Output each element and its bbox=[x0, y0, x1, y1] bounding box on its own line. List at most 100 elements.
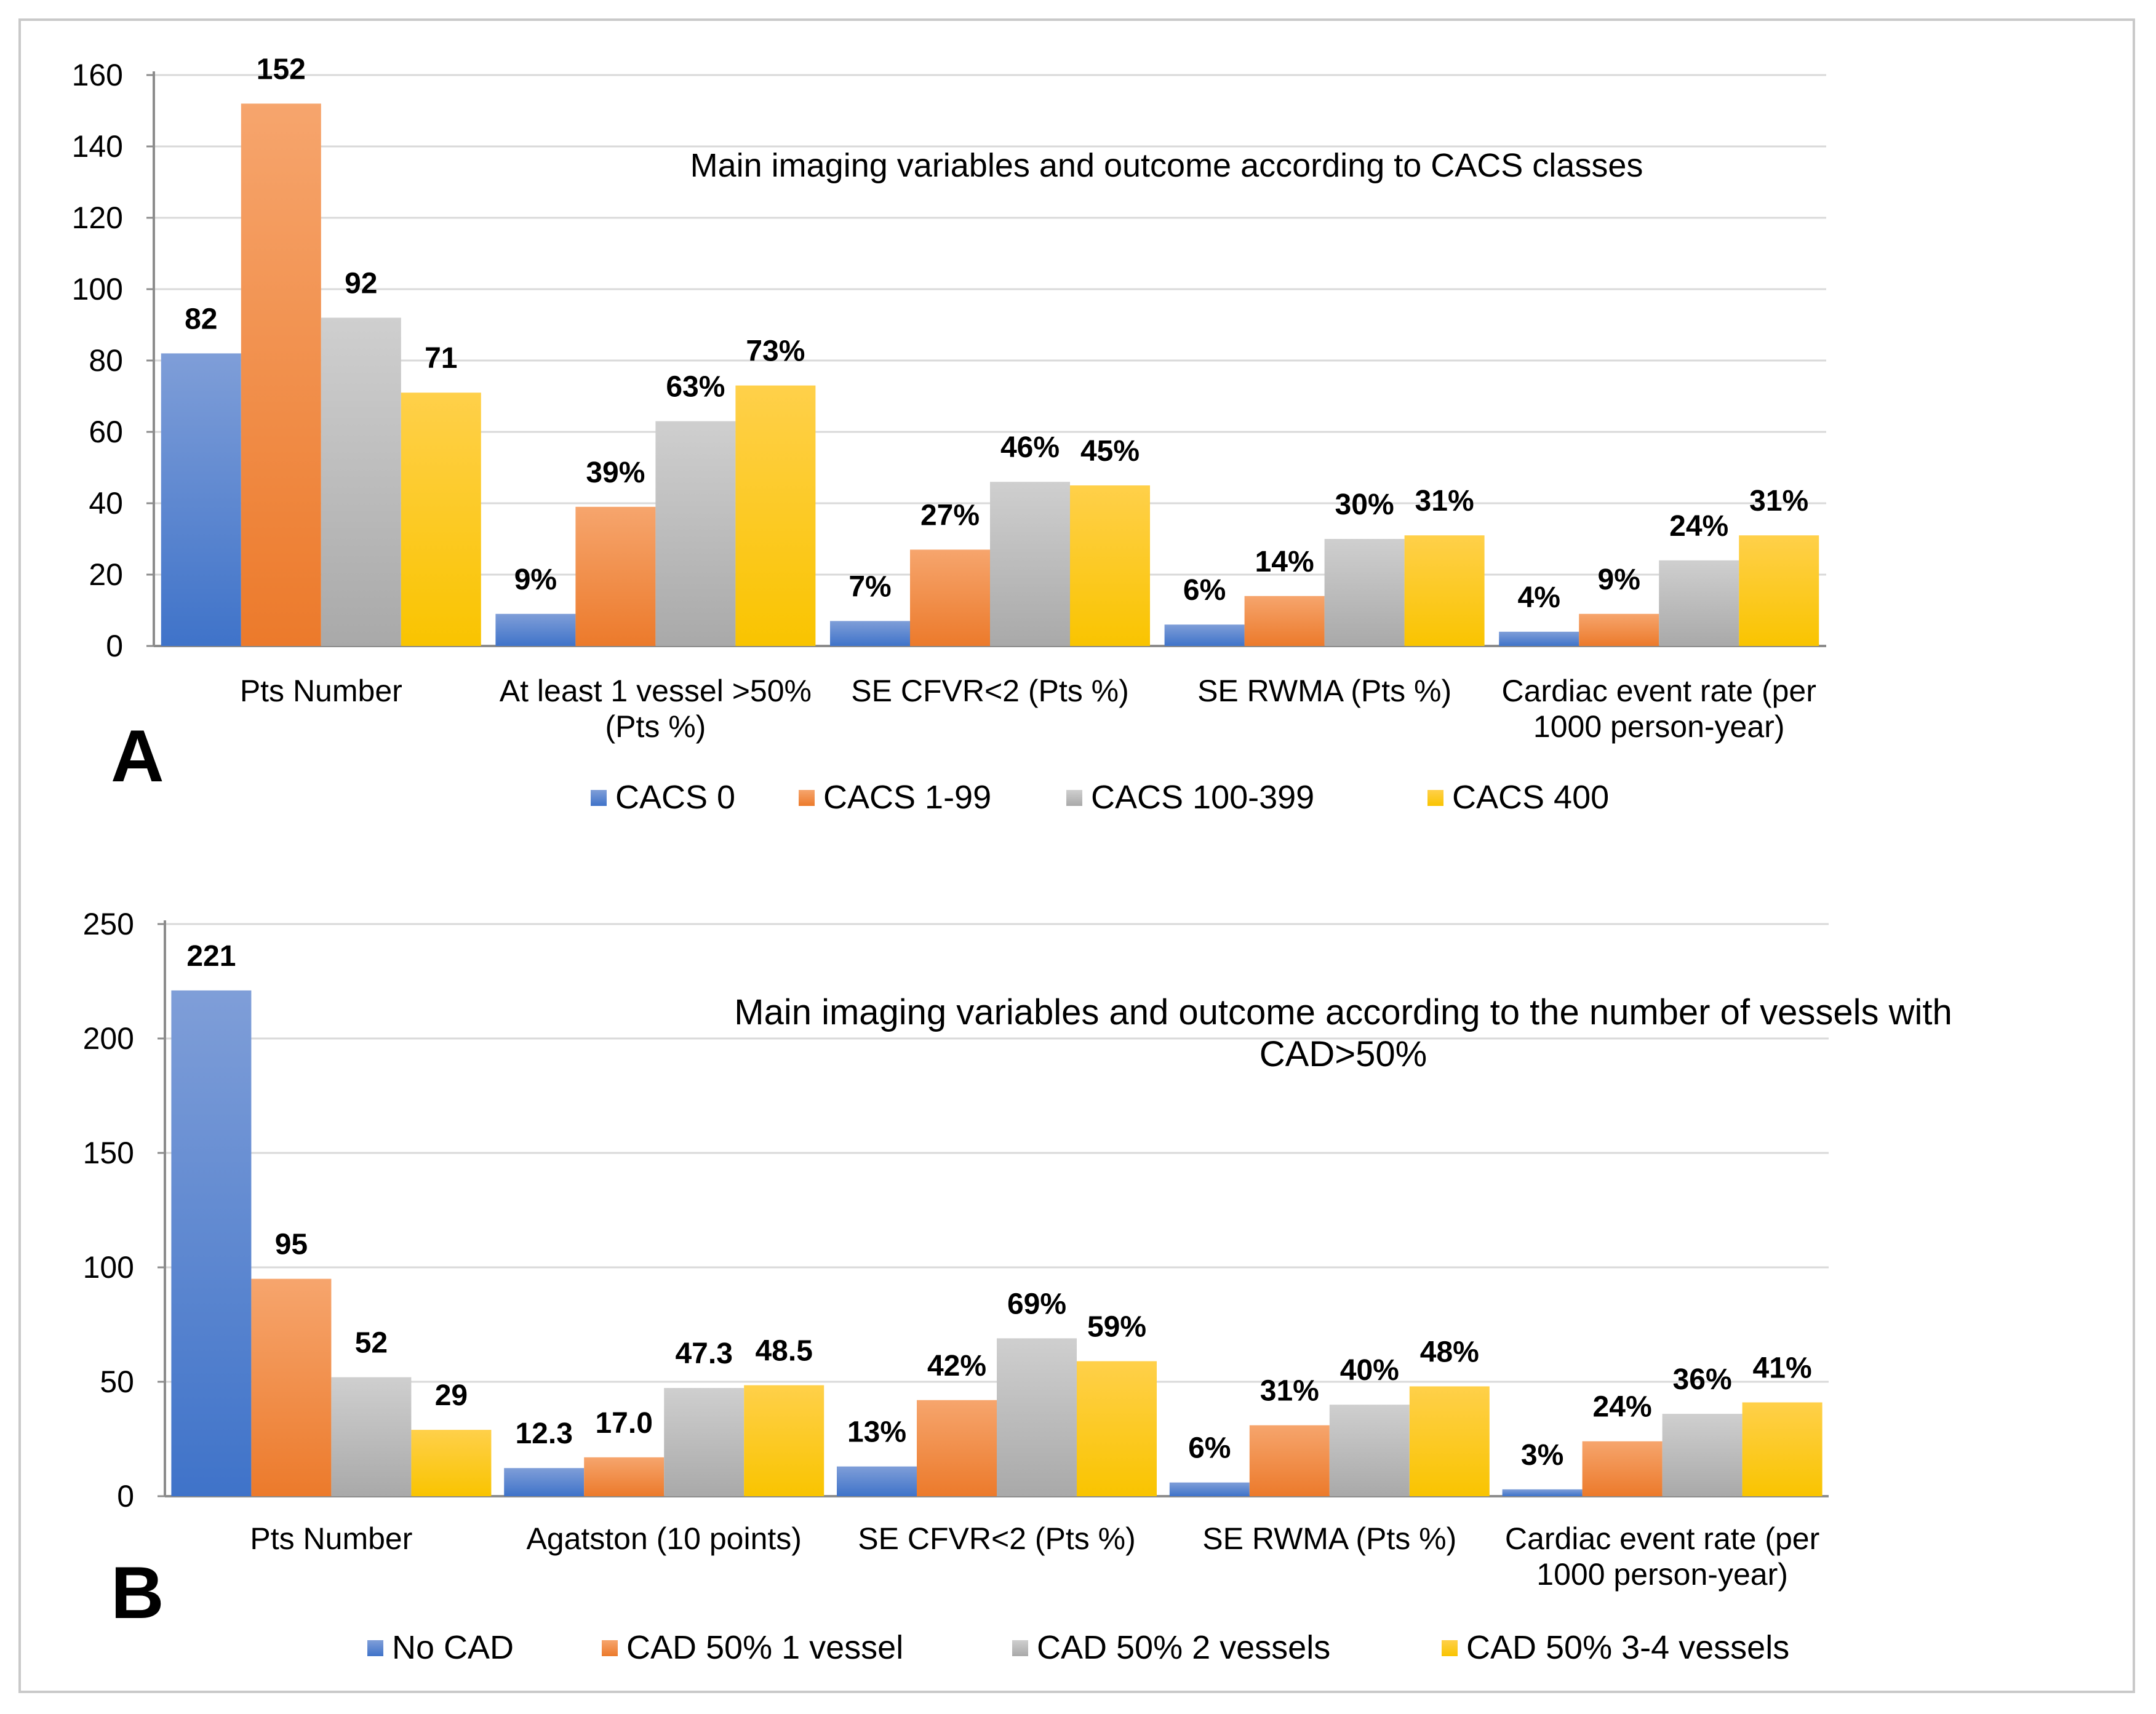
bar bbox=[910, 549, 990, 646]
data-label: 14% bbox=[1255, 546, 1314, 578]
y-tick-label: 200 bbox=[83, 1021, 134, 1056]
data-label: 9% bbox=[514, 564, 557, 596]
data-label: 39% bbox=[586, 456, 645, 489]
data-label: 31% bbox=[1415, 485, 1474, 517]
legend-entry: CACS 0 bbox=[615, 779, 735, 816]
legend-swatch bbox=[591, 790, 607, 806]
bar bbox=[664, 1388, 745, 1496]
bar bbox=[1582, 1441, 1663, 1496]
data-label: 63% bbox=[666, 371, 725, 404]
data-label: 6% bbox=[1188, 1432, 1231, 1465]
y-tick-label: 160 bbox=[72, 58, 123, 92]
bar bbox=[411, 1430, 492, 1496]
data-label: 221 bbox=[186, 940, 236, 973]
x-tick-label: SE RWMA (Pts %) bbox=[1202, 1521, 1456, 1556]
bar bbox=[1169, 1482, 1250, 1496]
data-label: 31% bbox=[1260, 1375, 1319, 1408]
panel-letter: B bbox=[111, 1552, 164, 1634]
y-tick-label: 100 bbox=[83, 1250, 134, 1285]
data-label: 17.0 bbox=[595, 1407, 652, 1440]
legend-entry: CACS 100-399 bbox=[1091, 779, 1314, 816]
x-tick-label: SE CFVR<2 (Pts %) bbox=[858, 1521, 1136, 1556]
data-label: 31% bbox=[1749, 485, 1808, 517]
y-tick-label: 250 bbox=[83, 907, 134, 941]
bar bbox=[1070, 485, 1150, 646]
y-tick-label: 20 bbox=[89, 557, 123, 592]
x-tick-label: Pts Number bbox=[250, 1521, 412, 1556]
legend-entry: CAD 50% 2 vessels bbox=[1037, 1629, 1330, 1666]
data-label: 47.3 bbox=[675, 1337, 732, 1370]
bar bbox=[504, 1468, 585, 1496]
data-label: 12.3 bbox=[515, 1417, 572, 1450]
bar bbox=[1164, 624, 1245, 646]
y-tick-label: 120 bbox=[72, 201, 123, 235]
data-label: 95 bbox=[275, 1229, 308, 1261]
bar bbox=[830, 621, 910, 646]
data-label: 59% bbox=[1087, 1311, 1146, 1344]
bar bbox=[331, 1377, 412, 1496]
legend: CACS 0 CACS 1-99 CACS 100-399 CACS 400 bbox=[591, 779, 1609, 816]
data-label: 41% bbox=[1753, 1352, 1812, 1384]
bar bbox=[1662, 1414, 1743, 1496]
data-label: 3% bbox=[1521, 1439, 1563, 1472]
bar bbox=[990, 482, 1070, 646]
bar bbox=[1579, 613, 1659, 646]
data-label: 82 bbox=[185, 303, 217, 335]
x-tick-label: 1000 person-year) bbox=[1536, 1557, 1788, 1592]
x-tick-label: SE CFVR<2 (Pts %) bbox=[851, 674, 1129, 708]
y-tick-label: 80 bbox=[89, 343, 123, 378]
x-tick-label: Cardiac event rate (per bbox=[1502, 674, 1816, 708]
legend-swatch bbox=[602, 1640, 618, 1656]
chart-panel-a: 0 20 40 60 80 100 120 140 160 82 152 92 71 Pts Number… bbox=[72, 53, 1826, 816]
legend-swatch bbox=[1012, 1640, 1028, 1656]
y-tick-label: 100 bbox=[72, 272, 123, 306]
data-label: 92 bbox=[345, 267, 377, 300]
data-label: 4% bbox=[1518, 581, 1560, 614]
bar bbox=[1739, 535, 1819, 646]
chart-panel-b: 0 50 100 150 200 250 221 95 52 29 Pts Number 12.3 17… bbox=[83, 907, 1952, 1666]
data-label: 40% bbox=[1340, 1354, 1399, 1387]
bar bbox=[495, 613, 576, 646]
legend-entry: No CAD bbox=[392, 1629, 514, 1666]
bar bbox=[917, 1400, 997, 1496]
legend-entry: CAD 50% 1 vessel bbox=[626, 1629, 903, 1666]
data-label: 152 bbox=[257, 53, 306, 86]
data-label: 46% bbox=[1000, 431, 1060, 464]
bar bbox=[1077, 1361, 1157, 1496]
legend-swatch bbox=[1066, 790, 1082, 806]
y-tick-label: 50 bbox=[100, 1365, 134, 1399]
bar bbox=[401, 393, 481, 646]
chart-title: Main imaging variables and outcome accor… bbox=[690, 147, 1643, 184]
data-label: 6% bbox=[1183, 574, 1226, 607]
bar bbox=[1324, 539, 1405, 646]
bar bbox=[161, 353, 241, 646]
data-label: 42% bbox=[927, 1350, 986, 1382]
data-label: 9% bbox=[1598, 564, 1640, 596]
data-label: 45% bbox=[1080, 435, 1140, 468]
bar bbox=[735, 385, 816, 646]
y-tick-label: 60 bbox=[89, 415, 123, 449]
data-label: 48.5 bbox=[755, 1335, 812, 1368]
legend-entry: CAD 50% 3-4 vessels bbox=[1466, 1629, 1789, 1666]
data-label: 30% bbox=[1335, 488, 1394, 521]
bar bbox=[744, 1385, 824, 1496]
legend-swatch bbox=[799, 790, 815, 806]
x-tick-label: (Pts %) bbox=[605, 709, 706, 744]
y-tick-label: 150 bbox=[83, 1136, 134, 1170]
x-tick-label: 1000 person-year) bbox=[1533, 709, 1785, 744]
chart-title: CAD>50% bbox=[1260, 1034, 1427, 1074]
bar bbox=[321, 317, 401, 646]
data-label: 13% bbox=[847, 1416, 906, 1449]
data-label: 24% bbox=[1669, 510, 1728, 543]
bar bbox=[1502, 1489, 1583, 1496]
legend-entry: CACS 400 bbox=[1452, 779, 1609, 816]
legend-swatch bbox=[1427, 790, 1443, 806]
bar bbox=[251, 1278, 332, 1496]
y-tick-label: 0 bbox=[117, 1479, 134, 1513]
chart-title: Main imaging variables and outcome accor… bbox=[734, 992, 1952, 1032]
data-label: 7% bbox=[848, 570, 891, 603]
bar bbox=[1742, 1402, 1823, 1496]
legend-entry: CACS 1-99 bbox=[823, 779, 991, 816]
bar bbox=[241, 103, 321, 646]
y-tick-label: 140 bbox=[72, 129, 123, 164]
